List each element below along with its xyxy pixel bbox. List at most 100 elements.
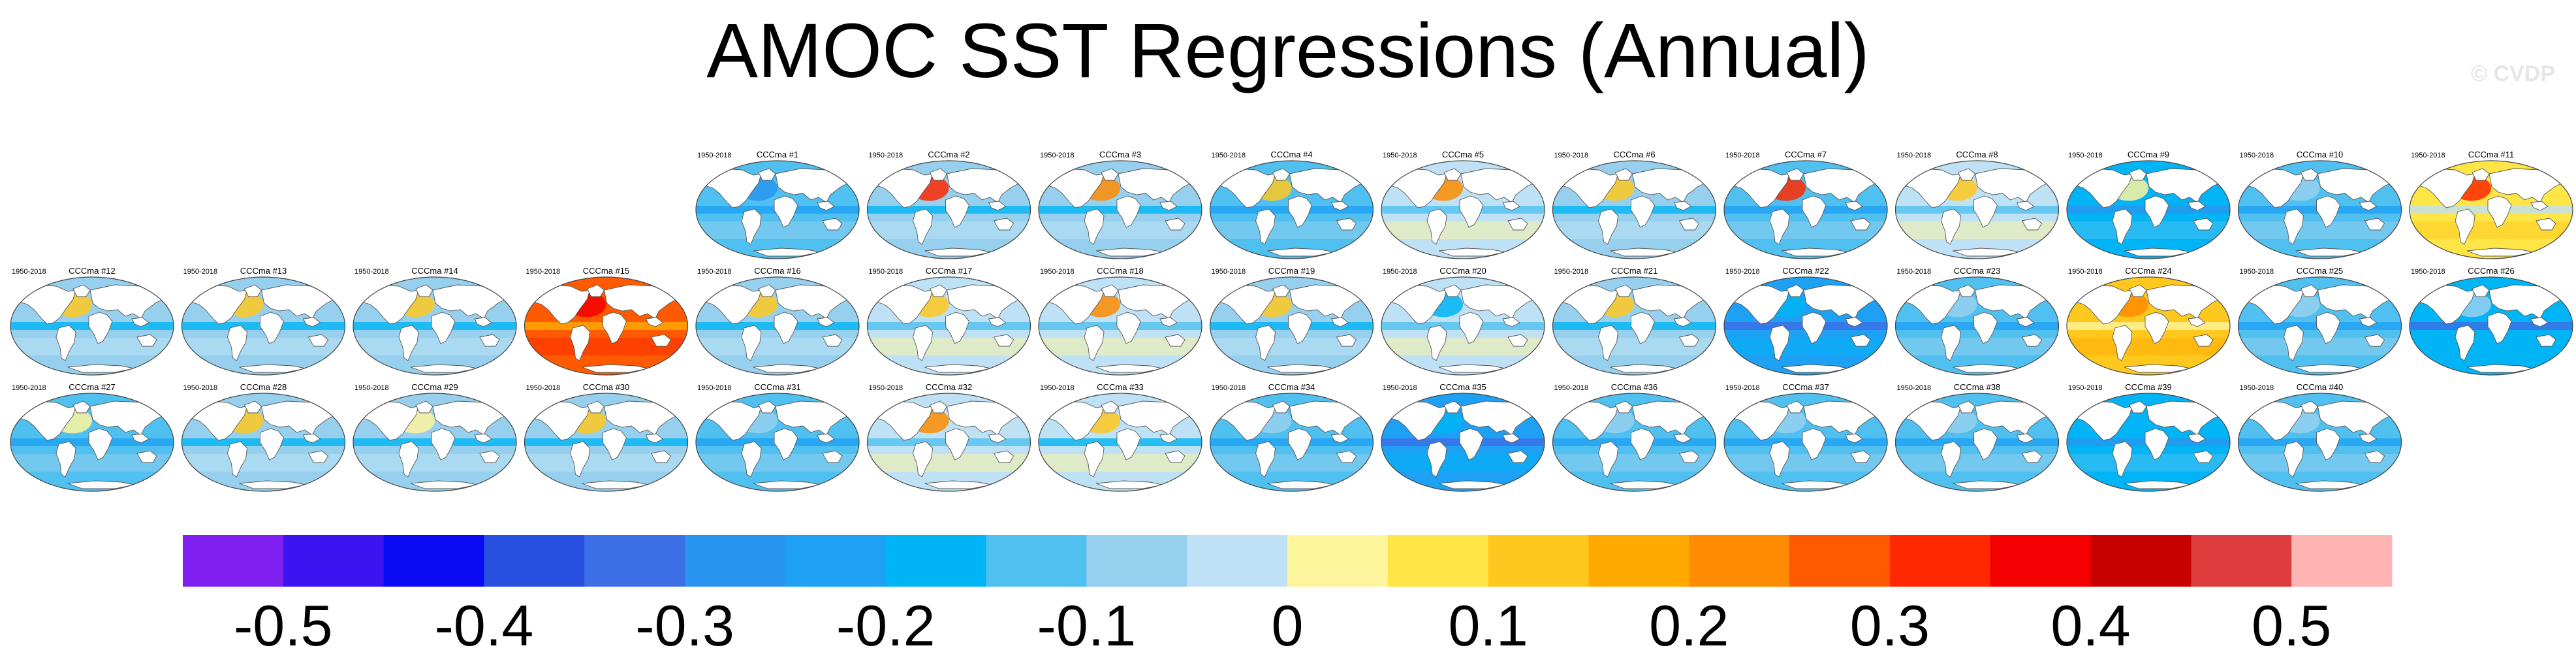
landmass bbox=[1336, 218, 1357, 231]
landmass bbox=[872, 168, 934, 208]
landmass bbox=[822, 218, 843, 231]
landmass bbox=[131, 433, 149, 444]
panel-label: CCCma #10 bbox=[2297, 150, 2344, 159]
map-panel-18: 1950-2018 CCCma #18 bbox=[1038, 266, 1202, 376]
landmass bbox=[1673, 201, 1692, 211]
colorbar-tick-label: 0.3 bbox=[1850, 593, 1930, 658]
landmass bbox=[774, 195, 798, 228]
landmass bbox=[55, 325, 76, 361]
map-panel-1: 1950-2018 CCCma #1 bbox=[695, 150, 860, 259]
landmass bbox=[1973, 195, 1998, 228]
landmass bbox=[1729, 168, 1790, 208]
landmass bbox=[945, 428, 970, 461]
panel-period: 1950-2018 bbox=[183, 268, 218, 276]
panel-period: 1950-2018 bbox=[1554, 384, 1589, 392]
landmass bbox=[741, 208, 762, 245]
landmass bbox=[1673, 317, 1692, 327]
map-panel-19: 1950-2018 CCCma #19 bbox=[1209, 266, 1374, 376]
map-panel-17: 1950-2018 CCCma #17 bbox=[866, 266, 1031, 376]
landmass bbox=[1043, 284, 1105, 325]
panel-period: 1950-2018 bbox=[1040, 384, 1075, 392]
landmass bbox=[2359, 317, 2378, 327]
landmass bbox=[136, 450, 157, 463]
landmass bbox=[1941, 325, 1961, 361]
colorbar-box bbox=[383, 535, 484, 587]
globe-outline bbox=[1894, 393, 2060, 492]
panel-label: CCCma #35 bbox=[1439, 382, 1486, 392]
globe-outline bbox=[1038, 393, 1202, 492]
landmass bbox=[1084, 325, 1105, 361]
landmass bbox=[243, 400, 262, 414]
colorbar-box bbox=[885, 535, 987, 587]
landmass bbox=[2193, 218, 2214, 231]
landmass bbox=[700, 400, 762, 441]
panel-label: CCCma #27 bbox=[69, 382, 116, 392]
landmass bbox=[1165, 334, 1186, 347]
landmass bbox=[1255, 208, 1276, 245]
landmass bbox=[603, 428, 627, 461]
panel-period: 1950-2018 bbox=[2240, 384, 2274, 392]
globe-outline bbox=[2237, 393, 2402, 492]
landmass bbox=[2487, 312, 2512, 344]
panel-period: 1950-2018 bbox=[526, 268, 561, 276]
landmass bbox=[1272, 168, 1291, 181]
landmass bbox=[913, 208, 933, 245]
map-panel-12: 1950-2018 CCCma #12 bbox=[10, 266, 174, 376]
map-panel-14: 1950-2018 CCCma #14 bbox=[353, 266, 517, 376]
panel-label: CCCma #38 bbox=[1954, 382, 2001, 392]
landmass bbox=[2071, 400, 2133, 441]
landmass bbox=[758, 400, 776, 414]
landmass bbox=[1084, 208, 1105, 245]
landmass bbox=[1598, 208, 1618, 245]
colorbar-box bbox=[785, 535, 887, 587]
panel-label: CCCma #4 bbox=[1270, 150, 1312, 159]
landmass bbox=[88, 428, 113, 461]
landmass bbox=[2284, 441, 2304, 478]
panel-label: CCCma #32 bbox=[926, 382, 973, 392]
panel-label: CCCma #29 bbox=[411, 382, 458, 392]
landmass bbox=[1507, 334, 1528, 347]
landmass bbox=[15, 284, 76, 325]
panel-period: 1950-2018 bbox=[2068, 384, 2103, 392]
map-panel-7: 1950-2018 CCCma #7 bbox=[1723, 150, 1888, 259]
landmass bbox=[1973, 312, 1998, 344]
landmass bbox=[817, 201, 835, 211]
globe-outline bbox=[2409, 160, 2573, 259]
globe-outline bbox=[1552, 160, 1717, 259]
landmass bbox=[1598, 441, 1618, 478]
landmass bbox=[1507, 450, 1528, 463]
landmass bbox=[1850, 450, 1871, 463]
panel-period: 1950-2018 bbox=[2240, 152, 2274, 159]
panel-period: 1950-2018 bbox=[1725, 268, 1760, 276]
landmass bbox=[186, 284, 248, 325]
panel-period: 1950-2018 bbox=[1897, 384, 1932, 392]
globe-outline bbox=[1723, 276, 1888, 376]
panel-period: 1950-2018 bbox=[869, 268, 903, 276]
landmass bbox=[993, 218, 1014, 231]
colorbar-tick-label: -0.1 bbox=[1037, 593, 1137, 658]
panel-label: CCCma #11 bbox=[2468, 150, 2515, 159]
panel-label: CCCma #2 bbox=[928, 150, 969, 159]
panel-label: CCCma #25 bbox=[2297, 266, 2344, 276]
landmass bbox=[2112, 208, 2133, 245]
landmass bbox=[700, 168, 762, 208]
panel-period: 1950-2018 bbox=[697, 152, 732, 159]
landmass bbox=[700, 284, 762, 325]
map-panel-38: 1950-2018 CCCma #38 bbox=[1894, 382, 2060, 492]
landmass bbox=[817, 433, 835, 444]
globe-outline bbox=[866, 160, 1031, 259]
panel-label: CCCma #16 bbox=[754, 266, 801, 276]
landmass bbox=[2536, 218, 2556, 231]
landmass bbox=[1802, 428, 1827, 461]
landmass bbox=[1159, 201, 1178, 211]
panel-period: 1950-2018 bbox=[1383, 384, 1417, 392]
landmass bbox=[1459, 312, 1484, 344]
landmass bbox=[1288, 312, 1313, 344]
cvdp-watermark: © CVDP bbox=[2471, 61, 2555, 86]
landmass bbox=[1941, 208, 1961, 245]
map-panel-11: 1950-2018 CCCma #11 bbox=[2409, 150, 2573, 259]
landmass bbox=[1845, 201, 1863, 211]
landmass bbox=[774, 312, 798, 344]
map-panel-25: 1950-2018 CCCma #25 bbox=[2237, 266, 2402, 376]
landmass bbox=[2414, 284, 2475, 325]
